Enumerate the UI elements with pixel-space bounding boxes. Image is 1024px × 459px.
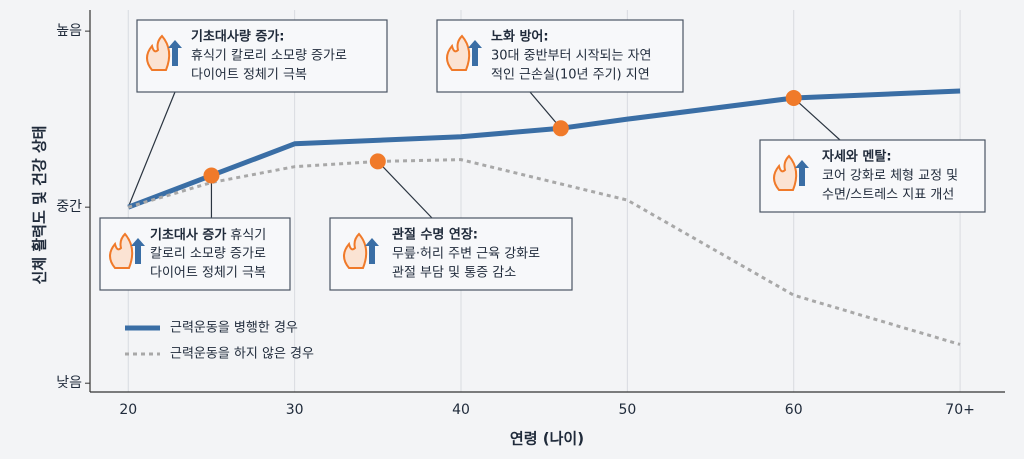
annotation-line: 칼로리 소모량 증가로	[150, 247, 266, 262]
pointer-line	[377, 160, 433, 219]
pointer-line	[127, 91, 176, 208]
annotation-line: 적인 근손실(10년 주기) 지연	[491, 68, 650, 83]
annotation-line: 다이어트 정체기 극복	[150, 266, 266, 281]
legend-label: 근력운동을 하지 않은 경우	[170, 347, 314, 362]
series-line	[127, 158, 961, 346]
icon	[168, 40, 182, 66]
marker	[785, 90, 802, 107]
icon	[468, 40, 482, 66]
annotation-title: 자세와 멘탈:	[822, 149, 892, 165]
annotation-line: 코어 강화로 체형 교정 및	[822, 169, 958, 184]
annotation-text: 기초대사 증가 휴식기	[150, 227, 266, 243]
annotation-box	[136, 19, 388, 93]
icon	[365, 238, 379, 264]
y-axis-title: 신체 활력도 및 건강 상태	[31, 126, 49, 285]
x-tick-label: 50	[618, 402, 636, 418]
marker	[203, 167, 220, 184]
icon	[773, 154, 798, 191]
icon	[343, 232, 368, 269]
annotation-line: 30대 중반부터 시작되는 자연	[491, 49, 652, 64]
y-tick-label: 높음	[56, 23, 82, 39]
annotation-line: 휴식기	[230, 228, 266, 243]
annotation-line: 다이어트 정체기 극복	[191, 68, 307, 83]
y-tick-label: 중간	[56, 199, 82, 215]
x-tick-label: 20	[119, 402, 137, 418]
icon	[131, 238, 145, 264]
x-tick-label: 40	[452, 402, 470, 418]
annotation-box	[759, 139, 986, 213]
annotation-title: 노화 방어:	[491, 29, 549, 45]
icon	[146, 34, 171, 71]
x-tick-label: 70+	[945, 402, 975, 418]
icon	[109, 232, 134, 269]
annotation-line: 휴식기 칼로리 소모량 증가로	[191, 49, 347, 64]
y-tick-label: 낮음	[56, 375, 82, 391]
marker	[369, 153, 386, 170]
series-line	[127, 88, 961, 210]
annotation-line: 무릎·허리 주변 근육 강화로	[392, 247, 540, 262]
annotation-title: 기초대사량 증가:	[191, 29, 284, 45]
x-tick-label: 60	[785, 402, 803, 418]
legend-label: 근력운동을 병행한 경우	[170, 320, 298, 336]
x-tick-label: 30	[286, 402, 304, 418]
x-axis-title: 연령 (나이)	[510, 430, 584, 448]
annotation-line: 관절 부담 및 통증 감소	[392, 266, 516, 281]
annotation-line: 수면/스트레스 지표 개선	[822, 188, 954, 203]
annotation-title: 기초대사 증가	[150, 227, 226, 243]
icon	[446, 34, 471, 71]
marker	[552, 120, 569, 137]
icon	[795, 160, 809, 186]
annotation-title: 관절 수명 연장:	[392, 227, 478, 243]
pointer-line	[793, 97, 841, 141]
